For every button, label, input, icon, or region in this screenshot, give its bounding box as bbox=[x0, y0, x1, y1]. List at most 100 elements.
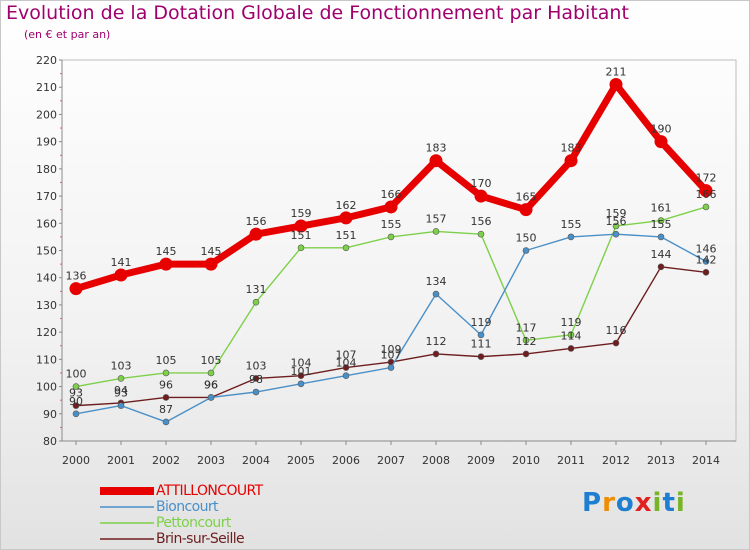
data-label: 103 bbox=[111, 359, 132, 372]
data-label: 156 bbox=[246, 215, 267, 228]
data-point bbox=[297, 244, 305, 252]
data-point bbox=[159, 257, 173, 271]
data-point bbox=[249, 227, 263, 241]
y-tick-label: 90 bbox=[43, 408, 57, 421]
legend-item-attilloncourt: ATTILLONCOURT bbox=[100, 483, 360, 500]
data-label: 161 bbox=[651, 202, 672, 215]
data-label: 145 bbox=[201, 245, 222, 258]
data-label: 111 bbox=[471, 338, 492, 351]
data-point bbox=[342, 244, 350, 252]
y-tick-label: 150 bbox=[36, 245, 57, 258]
x-tick-label: 2006 bbox=[332, 454, 360, 467]
data-label: 96 bbox=[204, 378, 218, 391]
data-label: 142 bbox=[696, 253, 717, 266]
data-point bbox=[114, 268, 128, 282]
logo-letter: o bbox=[615, 488, 635, 518]
data-point bbox=[564, 154, 578, 168]
data-point bbox=[297, 380, 305, 388]
y-tick-label: 120 bbox=[36, 326, 57, 339]
data-point bbox=[162, 418, 170, 426]
data-label: 155 bbox=[651, 218, 672, 231]
data-point bbox=[252, 375, 260, 382]
data-point bbox=[477, 331, 485, 339]
data-point bbox=[432, 290, 440, 298]
y-tick-label: 170 bbox=[36, 190, 57, 203]
legend: ATTILLONCOURT Bioncourt Pettoncourt Brin… bbox=[100, 483, 360, 548]
data-point bbox=[117, 402, 125, 409]
data-point bbox=[69, 282, 83, 296]
data-label: 183 bbox=[426, 142, 447, 155]
data-point bbox=[207, 369, 215, 377]
data-point bbox=[72, 410, 80, 418]
y-tick-label: 160 bbox=[36, 217, 57, 230]
data-point bbox=[567, 233, 575, 241]
data-point bbox=[117, 375, 125, 382]
y-tick-label: 140 bbox=[36, 272, 57, 285]
data-point bbox=[207, 394, 215, 401]
proxiti-logo: Proxiti bbox=[582, 488, 686, 518]
data-point bbox=[474, 189, 488, 203]
data-point bbox=[567, 331, 575, 339]
data-label: 172 bbox=[696, 172, 717, 185]
data-label: 162 bbox=[336, 199, 357, 212]
data-label: 107 bbox=[336, 349, 357, 362]
data-point bbox=[654, 135, 668, 149]
data-label: 190 bbox=[651, 123, 672, 136]
data-label: 96 bbox=[159, 378, 173, 391]
data-point bbox=[609, 77, 623, 91]
x-tick-label: 2002 bbox=[152, 454, 180, 467]
data-label: 105 bbox=[156, 354, 177, 367]
x-tick-label: 2012 bbox=[602, 454, 630, 467]
y-tick-label: 80 bbox=[43, 435, 57, 448]
data-point bbox=[342, 372, 350, 379]
data-point bbox=[432, 350, 440, 358]
data-label: 183 bbox=[561, 142, 582, 155]
data-point bbox=[297, 372, 305, 379]
data-point bbox=[702, 268, 710, 276]
data-point bbox=[657, 263, 665, 271]
data-label: 116 bbox=[606, 324, 627, 337]
chart-title: Evolution de la Dotation Globale de Fonc… bbox=[6, 2, 629, 24]
data-point bbox=[294, 219, 308, 233]
logo-letter: r bbox=[602, 488, 616, 518]
data-point bbox=[612, 230, 620, 238]
data-point bbox=[567, 345, 575, 352]
data-point bbox=[72, 402, 80, 409]
data-label: 96 bbox=[204, 378, 218, 391]
data-label: 105 bbox=[201, 354, 222, 367]
data-label: 170 bbox=[471, 177, 492, 190]
data-point bbox=[429, 154, 443, 168]
data-label: 101 bbox=[291, 365, 312, 378]
y-tick-label: 100 bbox=[36, 381, 57, 394]
data-label: 151 bbox=[336, 229, 357, 242]
data-point bbox=[162, 369, 170, 377]
x-tick-label: 2007 bbox=[377, 454, 405, 467]
data-label: 150 bbox=[516, 232, 537, 245]
legend-item-bioncourt: Bioncourt bbox=[100, 499, 360, 516]
data-point bbox=[387, 364, 395, 371]
data-label: 166 bbox=[381, 188, 402, 201]
data-point bbox=[477, 230, 485, 238]
x-tick-label: 2004 bbox=[242, 454, 270, 467]
data-point bbox=[657, 233, 665, 241]
data-label: 156 bbox=[606, 215, 627, 228]
data-point bbox=[612, 339, 620, 347]
data-point bbox=[522, 247, 530, 254]
data-label: 94 bbox=[114, 384, 128, 397]
data-point bbox=[252, 298, 260, 306]
data-label: 114 bbox=[561, 329, 582, 342]
data-label: 119 bbox=[561, 316, 582, 329]
data-label: 166 bbox=[696, 188, 717, 201]
data-label: 112 bbox=[426, 335, 447, 348]
data-label: 117 bbox=[516, 321, 537, 334]
data-point bbox=[522, 350, 530, 358]
logo-letter: t bbox=[662, 488, 676, 518]
data-label: 144 bbox=[651, 248, 672, 261]
data-label: 87 bbox=[159, 403, 173, 416]
legend-item-pettoncourt: Pettoncourt bbox=[100, 515, 360, 532]
data-point bbox=[477, 353, 485, 360]
data-point bbox=[342, 364, 350, 371]
x-tick-label: 2011 bbox=[557, 454, 585, 467]
data-label: 159 bbox=[606, 207, 627, 220]
